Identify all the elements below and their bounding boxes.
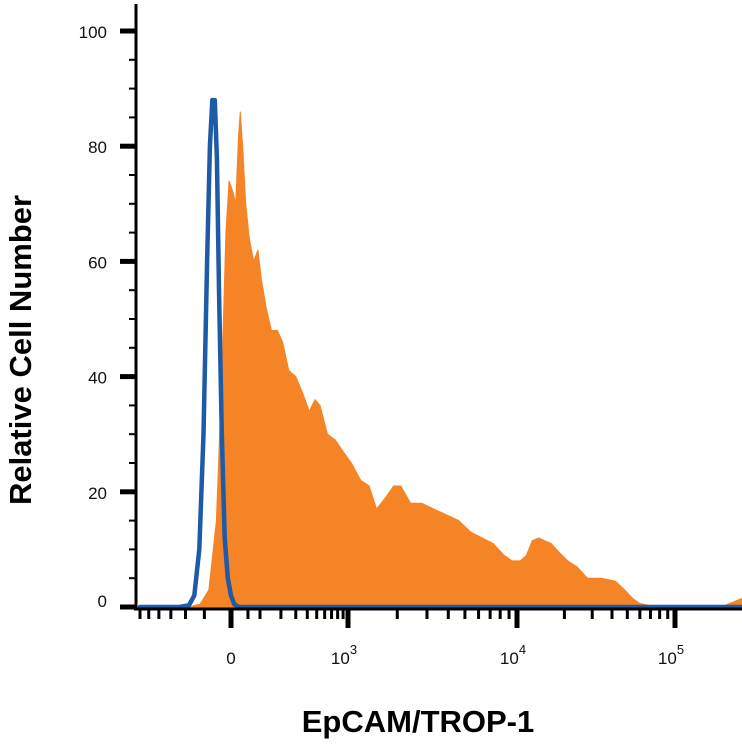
series-layer xyxy=(137,97,742,610)
y-axis-title: Relative Cell Number xyxy=(3,195,38,505)
x-ticks: 0 103 104 105 xyxy=(138,609,684,668)
x-tick-label: 104 xyxy=(500,642,526,668)
y-tick-label: 40 xyxy=(88,369,107,388)
x-tick-label: 0 xyxy=(226,649,235,668)
histogram-outline-series xyxy=(137,97,742,610)
x-tick-label: 103 xyxy=(331,642,357,668)
y-tick-label: 80 xyxy=(88,138,107,157)
y-tick-label: 60 xyxy=(88,253,107,272)
y-tick-label: 20 xyxy=(88,484,107,503)
y-tick-label: 100 xyxy=(79,23,107,42)
y-tick-label: 0 xyxy=(98,592,107,611)
x-axis-title: EpCAM/TROP-1 xyxy=(302,704,535,739)
x-tick-label: 105 xyxy=(658,642,684,668)
histogram-filled-series xyxy=(140,111,742,608)
y-ticks: 0 20 40 60 80 100 xyxy=(79,23,136,611)
